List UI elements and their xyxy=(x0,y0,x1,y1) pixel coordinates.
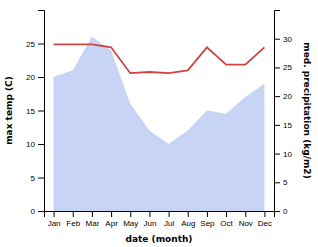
tick: 10 xyxy=(274,150,292,159)
x-axis-title: date (month) xyxy=(126,234,193,244)
tick-mark xyxy=(38,178,44,179)
tick-label: Sep xyxy=(200,219,215,228)
tick: 0 xyxy=(274,207,288,216)
tick-label: Nov xyxy=(239,219,253,228)
chart: Jan Feb Mar Apr May Jun Jul Aug Sep Oct Nov Dec 0 5 10… xyxy=(0,0,318,247)
tick-label: 5 xyxy=(283,178,288,187)
tick-mark xyxy=(274,154,280,155)
tick: Oct xyxy=(220,211,233,228)
tick-mark xyxy=(226,211,227,217)
tick-label: Jun xyxy=(143,219,156,228)
tick: 0 xyxy=(31,207,44,216)
tick-label: 5 xyxy=(31,174,36,183)
tick-mark xyxy=(38,44,44,45)
tick-label: 20 xyxy=(26,73,35,82)
line xyxy=(54,44,265,73)
y2-axis: 0 5 10 15 20 25 30 xyxy=(274,11,292,217)
plot-area: Jan Feb Mar Apr May Jun Jul Aug Sep Oct Nov Dec 0 5 10… xyxy=(4,11,312,245)
tick-mark xyxy=(274,211,280,212)
tick-label: 15 xyxy=(283,121,292,130)
tick: 25 xyxy=(26,40,44,49)
tick-mark xyxy=(274,182,280,183)
y2-axis-title: med. precipitation (kg/m2) xyxy=(302,42,312,178)
tick-label: 25 xyxy=(26,40,35,49)
tick-mark xyxy=(169,211,170,217)
tick-mark xyxy=(274,39,280,40)
tick: Sep xyxy=(200,211,215,228)
tick-label: 30 xyxy=(283,35,292,44)
y-axis: 0 5 10 15 20 25 xyxy=(26,11,44,217)
tick-mark xyxy=(38,77,44,78)
tick-mark xyxy=(111,211,112,217)
tick-label: Apr xyxy=(105,219,118,228)
tick-label: 10 xyxy=(26,140,35,149)
tick-mark xyxy=(245,211,246,217)
tick-label: 0 xyxy=(283,207,288,216)
tick-mark xyxy=(188,211,189,217)
tick: 30 xyxy=(274,35,292,44)
tick-mark xyxy=(149,211,150,217)
tick-label: Jan xyxy=(48,219,61,228)
marks xyxy=(54,37,265,211)
tick-mark xyxy=(130,211,131,217)
x-axis: Jan Feb Mar Apr May Jun Jul Aug Sep Oct Nov Dec xyxy=(45,211,275,228)
axis-line xyxy=(45,212,275,218)
tick-label: Aug xyxy=(181,219,195,228)
tick: 10 xyxy=(26,140,44,149)
tick: 5 xyxy=(274,178,288,187)
tick-mark xyxy=(274,96,280,97)
axis-line xyxy=(275,11,281,212)
y-axis-title: max temp (C) xyxy=(4,76,14,145)
tick-label: Mar xyxy=(86,219,100,228)
tick-mark xyxy=(264,211,265,217)
tick: 20 xyxy=(274,92,292,101)
tick-label: Dec xyxy=(258,219,272,228)
tick-label: 15 xyxy=(26,107,35,116)
tick: 25 xyxy=(274,63,292,72)
tick-mark xyxy=(73,211,74,217)
tick: Jan xyxy=(48,211,61,228)
tick-label: May xyxy=(123,219,138,228)
tick-label: Feb xyxy=(66,219,80,228)
tick: May xyxy=(123,211,138,228)
tick: Jun xyxy=(143,211,156,228)
tick-mark xyxy=(92,211,93,217)
tick: 15 xyxy=(26,107,44,116)
tick: 5 xyxy=(31,174,44,183)
tick-mark xyxy=(54,211,55,217)
tick: Apr xyxy=(105,211,118,228)
axis-line xyxy=(38,11,45,212)
tick-label: 0 xyxy=(31,207,36,216)
tick-label: Jul xyxy=(164,219,174,228)
tick-label: 10 xyxy=(283,150,292,159)
tick-label: Oct xyxy=(220,219,233,228)
tick: Aug xyxy=(181,211,195,228)
tick-mark xyxy=(274,67,280,68)
tick: Jul xyxy=(164,211,174,228)
tick: Nov xyxy=(239,211,253,228)
tick-mark xyxy=(38,211,44,212)
tick-mark xyxy=(274,125,280,126)
area xyxy=(54,37,265,211)
tick: Feb xyxy=(66,211,80,228)
tick: 15 xyxy=(274,121,292,130)
tick-label: 20 xyxy=(283,92,292,101)
tick: 20 xyxy=(26,73,44,82)
tick-label: 25 xyxy=(283,63,292,72)
tick-mark xyxy=(38,144,44,145)
tick: Mar xyxy=(86,211,100,228)
tick-mark xyxy=(38,111,44,112)
tick-mark xyxy=(207,211,208,217)
tick: Dec xyxy=(258,211,272,228)
